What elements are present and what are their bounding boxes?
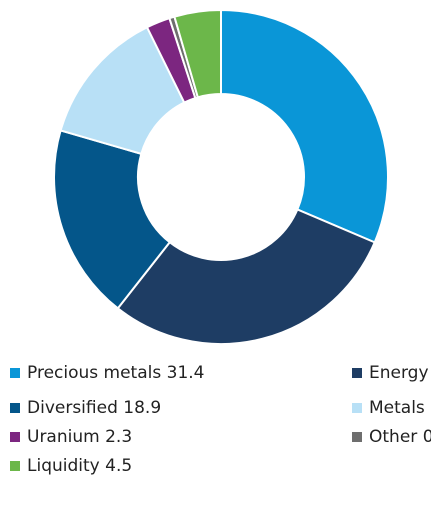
legend-value: 18.9 [123, 398, 161, 418]
legend-name: Energy [369, 363, 429, 383]
legend-value: 4.5 [105, 456, 132, 476]
legend-value: 31.4 [167, 363, 205, 383]
legend-swatch [352, 403, 362, 413]
slice [53, 129, 172, 310]
slice [220, 8, 389, 244]
legend-label: Precious metals 31.4 [27, 363, 204, 383]
legend-swatch [10, 403, 20, 413]
legend-name: Liquidity [27, 456, 100, 476]
slice [173, 8, 222, 99]
legend-swatch [10, 368, 20, 378]
slice [116, 208, 376, 345]
legend-swatch [10, 432, 20, 442]
legend-value: 0.5 [423, 427, 431, 447]
legend-name: Uranium [27, 427, 100, 447]
legend-label: Uranium 2.3 [27, 427, 132, 447]
legend-name: Precious metals [27, 363, 161, 383]
legend-label: Energy 29.2 [369, 363, 431, 383]
legend-swatch [352, 368, 362, 378]
legend-swatch [352, 432, 362, 442]
legend-name: Other [369, 427, 417, 447]
legend-value: 2.3 [105, 427, 132, 447]
legend-swatch [10, 461, 20, 471]
legend-label: Diversified 18.9 [27, 398, 161, 418]
legend-label: Metals 13.2 [369, 398, 431, 418]
legend-name: Diversified [27, 398, 118, 418]
legend-name: Metals [369, 398, 425, 418]
legend-label: Other 0.5 [369, 427, 431, 447]
legend-label: Liquidity 4.5 [27, 456, 132, 476]
